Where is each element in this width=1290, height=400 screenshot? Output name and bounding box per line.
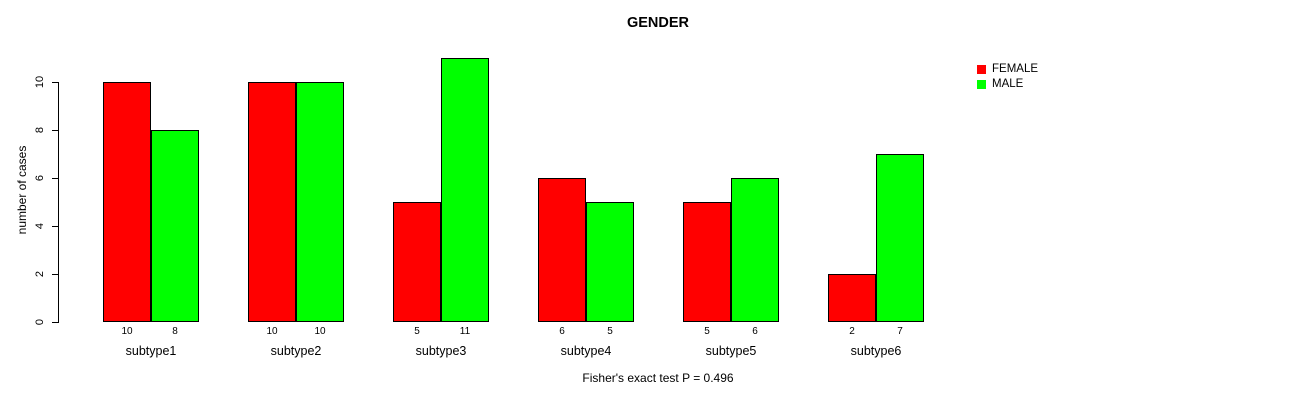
bar-male-subtype1 [151, 130, 199, 322]
bar-female-subtype5 [683, 202, 731, 322]
y-tick-label: 10 [34, 75, 46, 89]
bar-value-label: 11 [459, 326, 471, 337]
chart-title: GENDER [626, 15, 690, 31]
legend-item-male: MALE [977, 78, 1038, 90]
bar-female-subtype2 [248, 82, 296, 322]
bar-value-label: 6 [752, 326, 758, 337]
y-tick-mark [52, 322, 59, 323]
category-label-subtype1: subtype1 [125, 344, 177, 358]
y-tick-label: 2 [34, 270, 46, 278]
y-tick-label: 4 [34, 222, 46, 230]
bar-male-subtype5 [731, 178, 779, 322]
y-tick-label: 6 [34, 174, 46, 182]
y-tick-label: 0 [34, 318, 46, 326]
bar-value-label: 7 [897, 326, 903, 337]
y-tick-mark [52, 178, 59, 179]
bar-male-subtype3 [441, 58, 489, 322]
category-label-subtype2: subtype2 [270, 344, 322, 358]
bar-female-subtype3 [393, 202, 441, 322]
bar-female-subtype6 [828, 274, 876, 322]
bar-male-subtype2 [296, 82, 344, 322]
bar-value-label: 5 [414, 326, 420, 337]
y-tick-mark [52, 274, 59, 275]
y-tick-mark [52, 226, 59, 227]
legend-swatch-female [977, 64, 986, 74]
bar-male-subtype6 [876, 154, 924, 322]
annotation-caption: Fisher's exact test P = 0.496 [582, 371, 734, 385]
bar-value-label: 10 [266, 326, 278, 337]
y-tick-mark [52, 82, 59, 83]
legend: FEMALE MALE [977, 63, 1038, 93]
category-label-subtype3: subtype3 [415, 344, 467, 358]
bar-value-label: 5 [704, 326, 710, 337]
category-label-subtype5: subtype5 [705, 344, 757, 358]
legend-item-female: FEMALE [977, 63, 1038, 75]
legend-label: MALE [992, 78, 1024, 90]
bar-value-label: 8 [172, 326, 178, 337]
bar-male-subtype4 [586, 202, 634, 322]
y-axis-label: number of cases [15, 145, 29, 235]
y-axis-line [58, 82, 59, 323]
bar-female-subtype1 [103, 82, 151, 322]
bar-female-subtype4 [538, 178, 586, 322]
category-label-subtype6: subtype6 [850, 344, 902, 358]
y-tick-label: 8 [34, 126, 46, 134]
bar-value-label: 6 [559, 326, 565, 337]
legend-label: FEMALE [992, 63, 1039, 75]
bar-value-label: 2 [849, 326, 855, 337]
bar-value-label: 5 [607, 326, 613, 337]
bar-value-label: 10 [121, 326, 133, 337]
y-tick-mark [52, 130, 59, 131]
bar-value-label: 10 [314, 326, 326, 337]
category-label-subtype4: subtype4 [560, 344, 612, 358]
legend-swatch-male [977, 79, 986, 89]
